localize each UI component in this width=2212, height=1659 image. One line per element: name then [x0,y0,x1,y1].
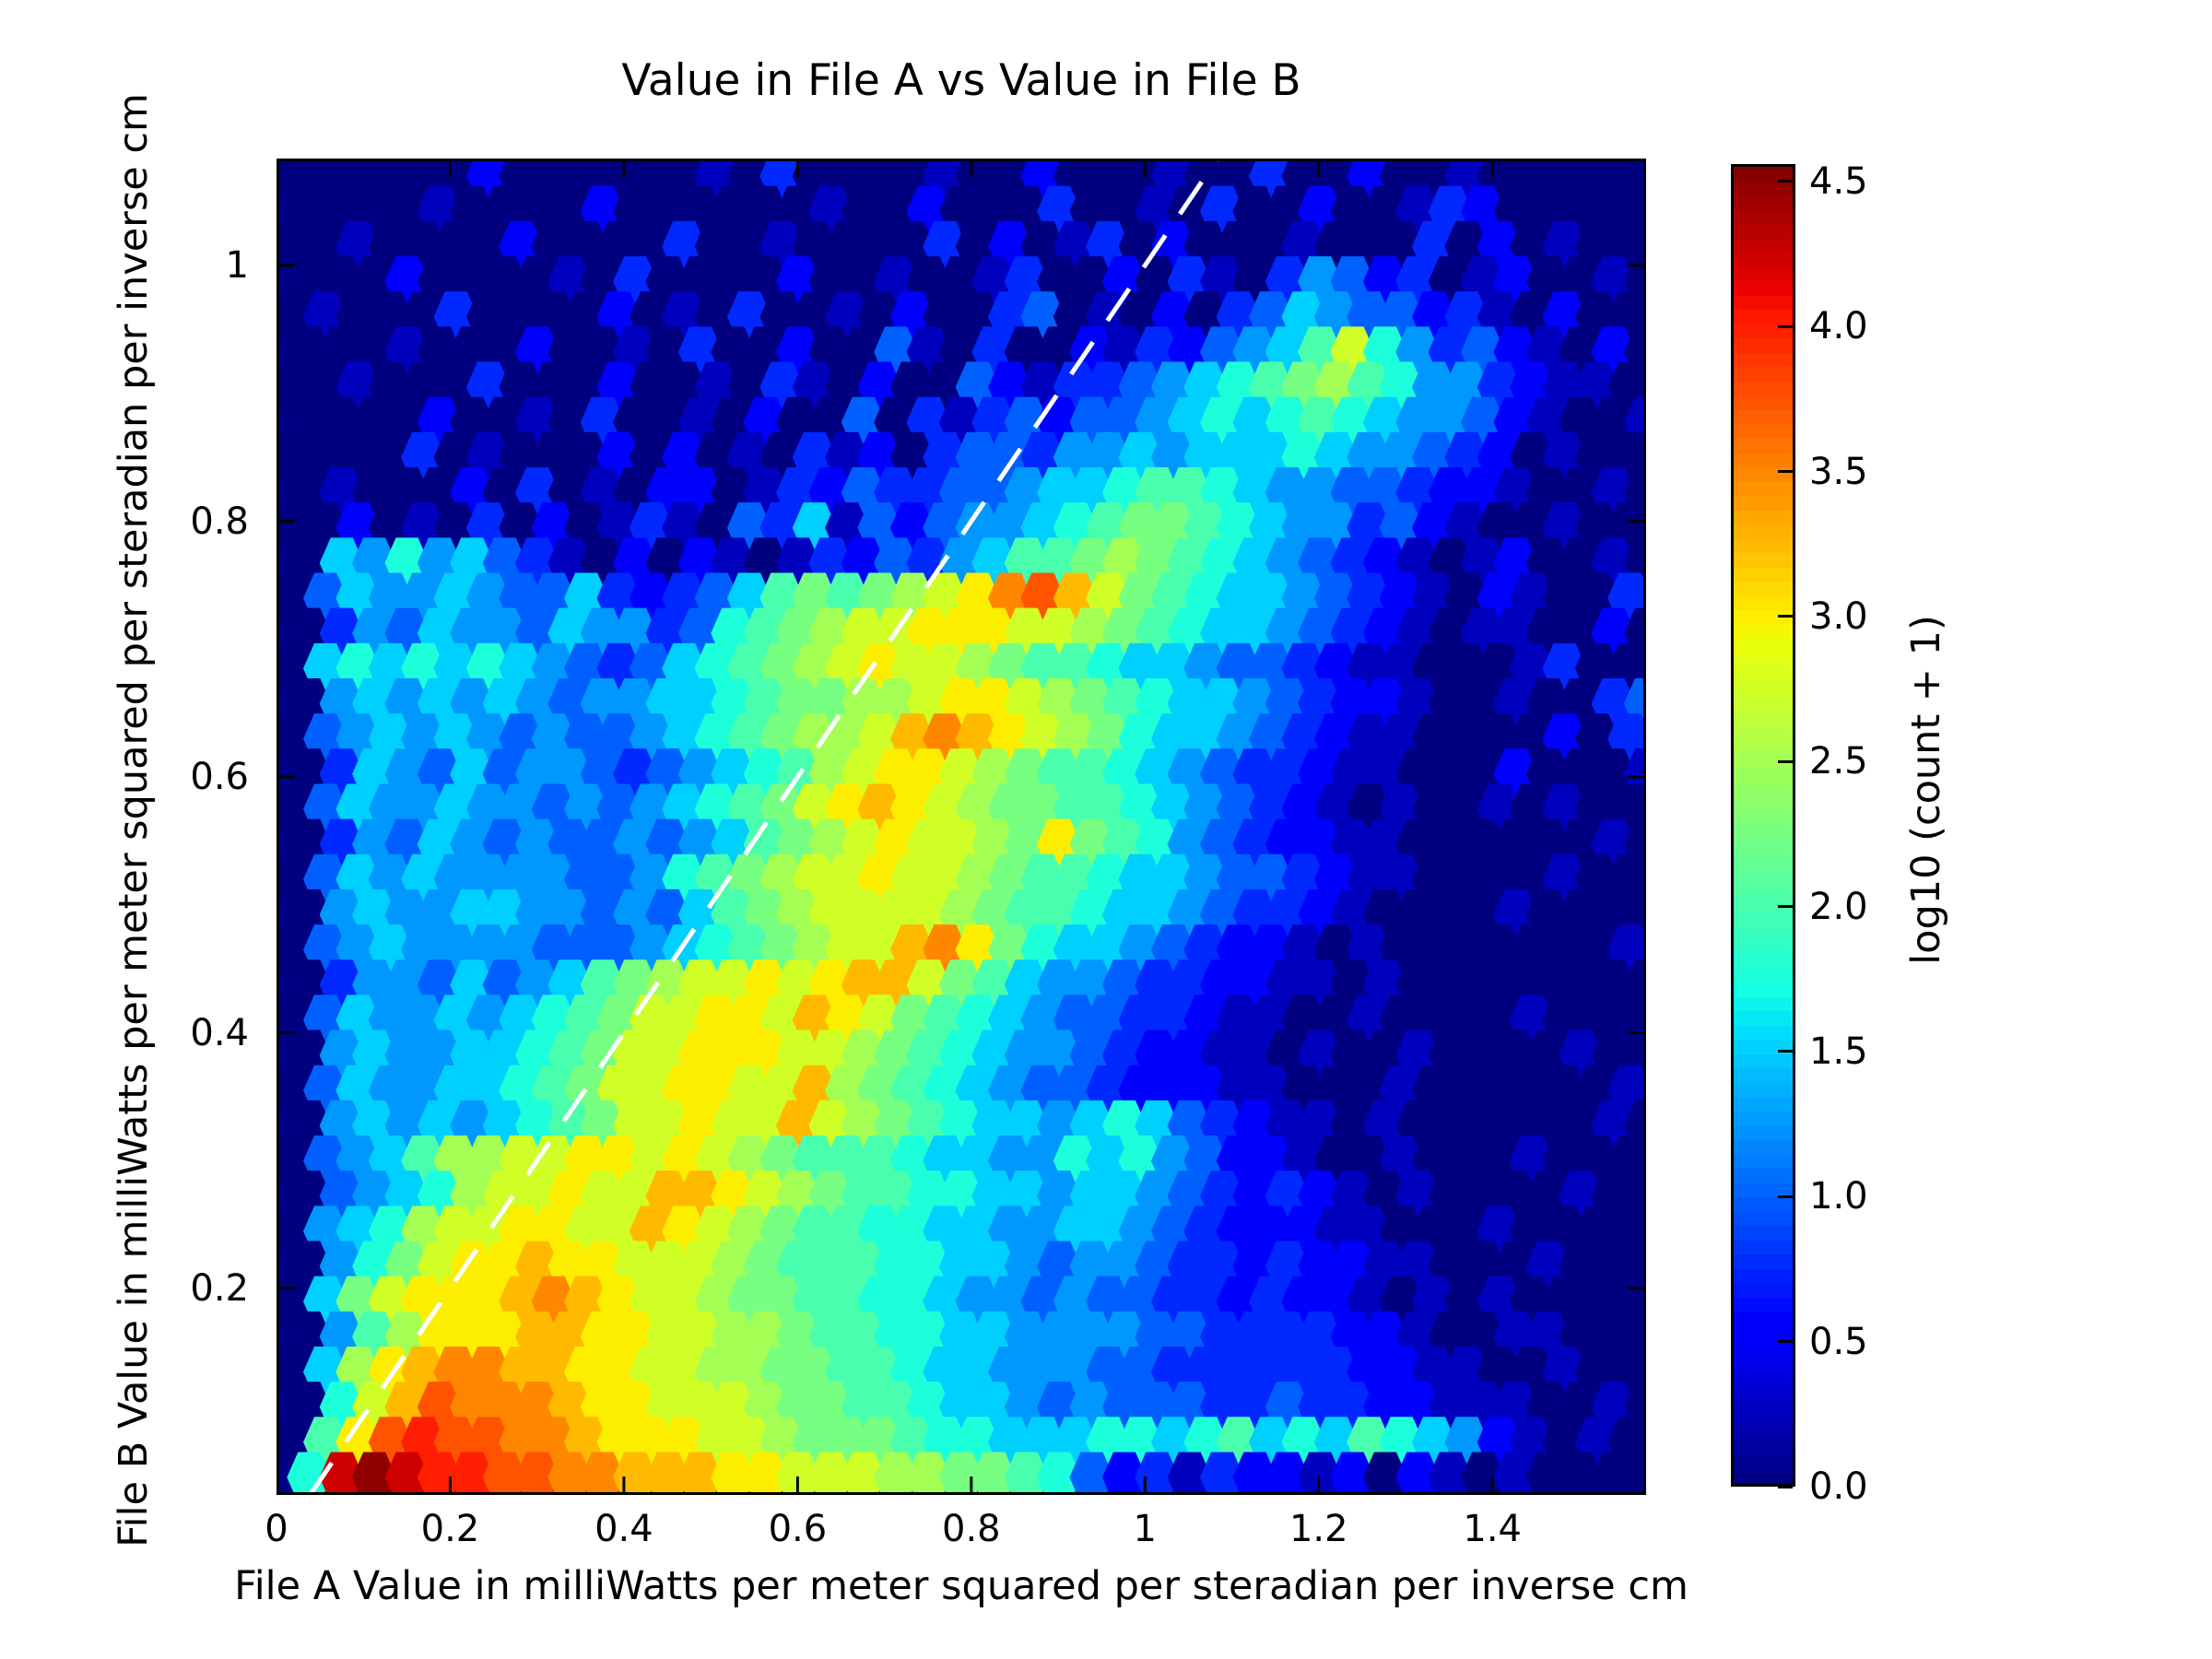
colorbar-tick [1778,905,1793,909]
x-tick-label: 0.8 [942,1508,1001,1550]
colorbar [1731,164,1795,1487]
colorbar-tick-label: 0.0 [1809,1465,1868,1508]
colorbar-tick-label: 4.5 [1809,159,1868,203]
colorbar-tick-label: 1.5 [1809,1030,1868,1073]
x-tick-label: 1.2 [1288,1508,1348,1550]
x-tick-label: 1.4 [1463,1508,1523,1550]
colorbar-tick [1778,615,1793,618]
y-axis-label: File B Value in milliWatts per meter squ… [111,93,157,1547]
colorbar-tick [1778,1485,1793,1488]
colorbar-tick-label: 2.0 [1809,885,1868,928]
x-tick-label: 0.2 [420,1508,480,1550]
x-tick-label: 1 [1133,1508,1158,1550]
colorbar-tick-label: 2.5 [1809,740,1868,783]
colorbar-tick-label: 0.5 [1809,1320,1868,1363]
x-axis-label: File A Value in milliWatts per meter squ… [234,1563,1688,1609]
colorbar-tick [1778,324,1793,328]
colorbar-tick [1778,759,1793,763]
y-tick-label: 0.2 [190,1267,249,1311]
colorbar-tick [1778,470,1793,474]
chart-title: Value in File A vs Value in File B [621,55,1301,106]
colorbar-tick-label: 3.0 [1809,594,1868,638]
colorbar-tick [1778,1340,1793,1344]
y-tick-label: 0.4 [190,1011,249,1054]
x-tick-label: 0.4 [594,1508,653,1550]
colorbar-tick-label: 4.0 [1809,305,1868,348]
y-tick-label: 1 [225,244,249,287]
colorbar-tick-label: 1.0 [1809,1175,1868,1218]
colorbar-tick [1778,1194,1793,1198]
hexbin-plot-area [276,159,1646,1495]
y-tick-label: 0.8 [190,500,249,543]
colorbar-label: log10 (count + 1) [1903,615,1949,965]
y-tick-label: 0.6 [190,756,249,799]
colorbar-tick-label: 3.5 [1809,450,1868,493]
x-tick-label: 0 [265,1508,288,1550]
colorbar-tick [1778,1050,1793,1053]
x-tick-label: 0.6 [768,1508,828,1550]
colorbar-tick [1778,180,1793,183]
